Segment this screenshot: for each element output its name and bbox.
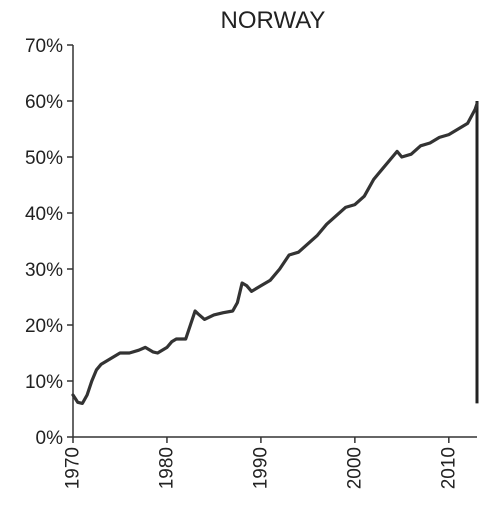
y-tick-label: 20%	[25, 316, 63, 337]
y-tick-label: 40%	[25, 204, 63, 225]
y-tick-label: 50%	[25, 148, 63, 169]
y-tick-label: 30%	[25, 260, 63, 281]
x-tick-label: 2000	[344, 447, 365, 489]
y-tick-label: 60%	[25, 92, 63, 113]
x-tick-label: 1970	[63, 447, 84, 489]
y-tick-label: 0%	[36, 428, 64, 449]
x-tick-label: 1980	[156, 447, 177, 489]
series-line	[71, 102, 479, 405]
y-tick-label: 70%	[25, 36, 63, 57]
x-tick-label: 2010	[438, 447, 459, 489]
y-tick-label: 10%	[25, 372, 63, 393]
x-tick-label: 1990	[250, 447, 271, 489]
chart-title: NORWAY	[221, 7, 326, 34]
